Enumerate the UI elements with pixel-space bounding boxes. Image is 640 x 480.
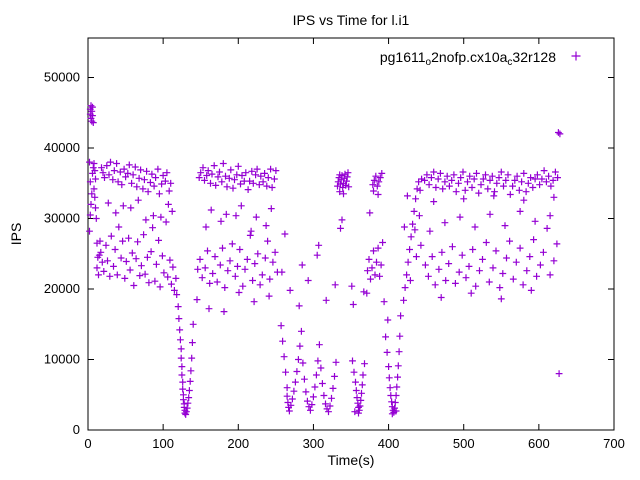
x-tick-label: 700 (603, 436, 625, 451)
x-tick-label: 0 (84, 436, 91, 451)
y-tick-label: 40000 (44, 140, 80, 155)
y-tick-label: 0 (73, 422, 80, 437)
x-tick-label: 600 (528, 436, 550, 451)
legend-label-part: c (507, 57, 513, 68)
x-axis-label: Time(s) (327, 452, 375, 468)
y-axis-label: IPS (8, 222, 24, 246)
y-tick-label: 50000 (44, 70, 80, 85)
legend-label-part: o (425, 57, 432, 68)
x-tick-label: 200 (227, 436, 249, 451)
y-tick-label: 30000 (44, 211, 80, 226)
legend-marker-icon (571, 51, 581, 61)
x-tick-label: 300 (303, 436, 325, 451)
legend-label: pg1611o2nofp.cx10ac32r128 (380, 49, 556, 68)
y-tick-label: 20000 (44, 281, 80, 296)
x-tick-label: 500 (453, 436, 475, 451)
legend-label-part: pg1611 (379, 49, 426, 65)
y-tick-label: 10000 (44, 352, 80, 367)
plot-border (87, 37, 615, 431)
legend-label-part: 32r128 (512, 49, 556, 65)
x-tick-label: 100 (152, 436, 174, 451)
x-tick-label: 400 (378, 436, 400, 451)
chart-title: IPS vs Time for l.i1 (292, 12, 410, 28)
legend-label-part: 2nofp.cx10a (431, 49, 508, 65)
scatter-points (86, 102, 564, 418)
